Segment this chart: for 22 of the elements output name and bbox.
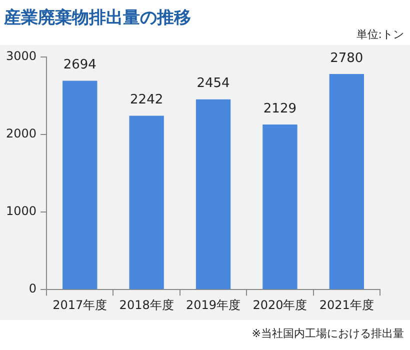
bar <box>262 124 298 290</box>
y-tick-label: 2000 <box>6 126 37 141</box>
bar <box>196 99 231 290</box>
x-tick-label: 2018年度 <box>119 298 174 312</box>
data-label: 2129 <box>263 101 297 116</box>
bar <box>129 116 164 290</box>
y-tick-label: 1000 <box>6 204 37 218</box>
x-tick-label: 2017年度 <box>52 298 108 312</box>
data-label: 2780 <box>330 50 364 66</box>
data-label: 2242 <box>130 92 164 108</box>
y-axis-title: 単位:トン <box>356 27 404 42</box>
x-tick-label: 2021年度 <box>319 298 374 312</box>
data-label: 2694 <box>63 58 96 73</box>
y-tick-label: 0 <box>28 282 37 296</box>
y-tick-label: 3000 <box>6 49 37 64</box>
x-tick-label: 2019年度 <box>186 298 241 312</box>
x-tick-label: 2020年度 <box>252 298 308 312</box>
data-label: 2454 <box>196 76 230 92</box>
chart-title: 産業廃棄物排出量の推移 <box>4 7 191 29</box>
text: ※当社国内工場における排出量 <box>252 326 404 341</box>
bar <box>62 80 98 290</box>
bar <box>329 74 364 290</box>
